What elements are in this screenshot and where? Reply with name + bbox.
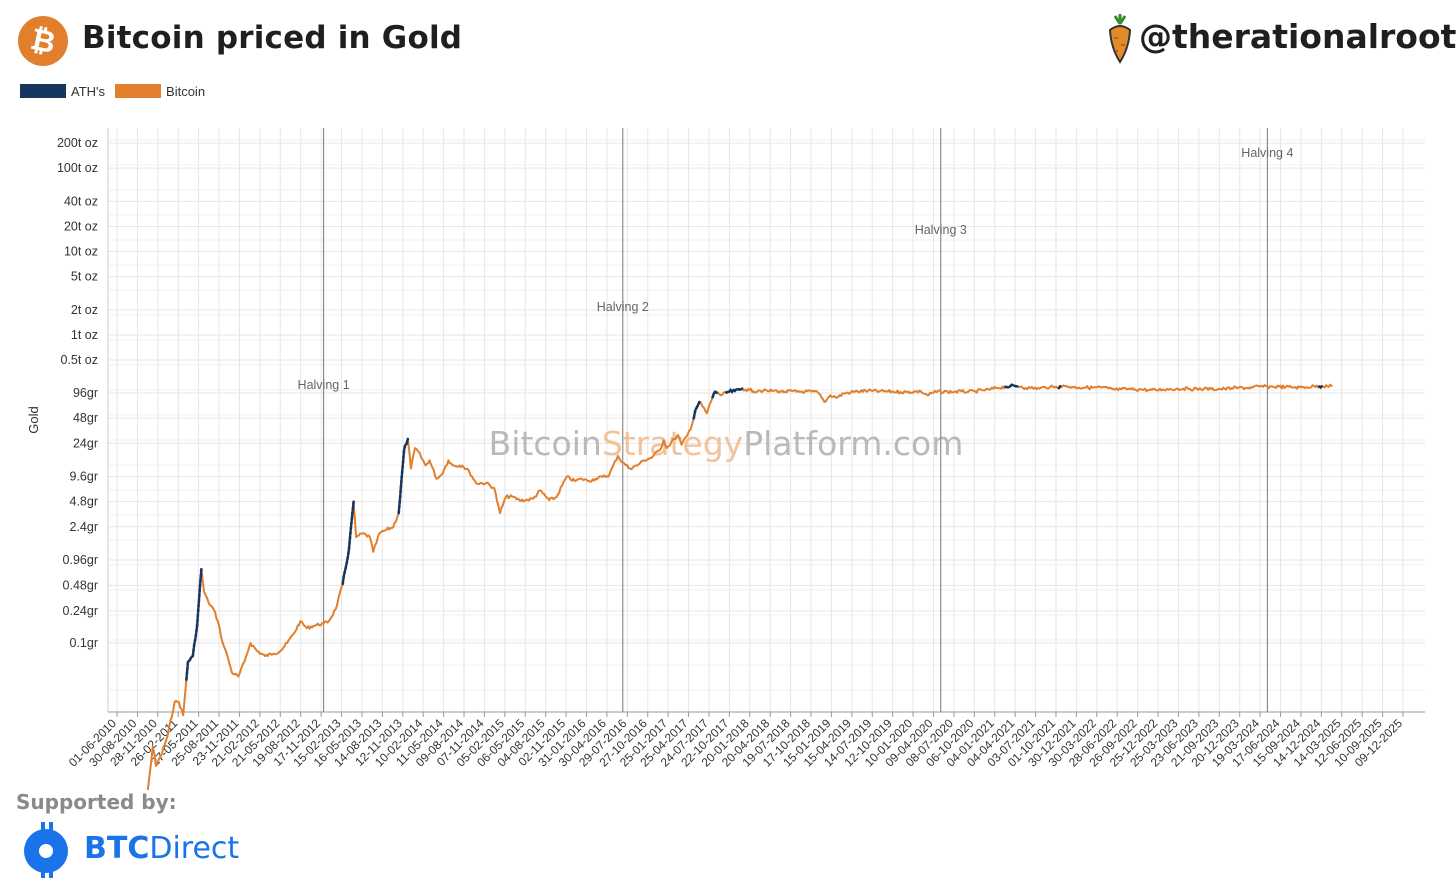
y-tick-label: 9.6gr xyxy=(70,470,99,484)
legend-swatch-bitcoin xyxy=(115,84,162,98)
y-tick-label: 40t oz xyxy=(64,194,98,208)
y-tick-label: 0.24gr xyxy=(63,604,98,618)
y-tick-label: 200t oz xyxy=(57,136,98,150)
author-handle[interactable]: @therationalroot xyxy=(1139,17,1456,56)
y-tick-label: 1t oz xyxy=(71,328,98,342)
bitcoin-gold-chart: 200t oz 100t oz 40t oz 20t oz 10t oz 5t oz 2t … xyxy=(26,128,1425,790)
bitcoin-logo-icon: ₿ xyxy=(18,16,68,66)
y-tick-label: 5t oz xyxy=(71,270,98,284)
legend-swatch-ath xyxy=(20,84,66,98)
halving-label: Halving 2 xyxy=(597,300,649,314)
y-tick-label: 0.5t oz xyxy=(60,353,98,367)
supported-by-label: Supported by: xyxy=(16,790,177,814)
chart-legend: ATH's Bitcoin xyxy=(20,82,215,100)
y-tick-label: 24gr xyxy=(73,436,98,450)
watermark-part: Strategy xyxy=(602,424,743,463)
sponsor-name-part1: BTC xyxy=(84,831,150,866)
y-tick-label: 4.8gr xyxy=(70,495,99,509)
watermark: BitcoinStrategyPlatform.com xyxy=(489,424,964,463)
halving-label: Halving 4 xyxy=(1241,146,1293,160)
plot-area xyxy=(108,128,1425,712)
halving-label: Halving 1 xyxy=(298,378,350,392)
y-tick-label: 0.48gr xyxy=(63,578,98,592)
sponsor-name-part2: Direct xyxy=(149,831,240,866)
y-tick-label: 96gr xyxy=(73,386,98,400)
chart-header: ₿ Bitcoin priced in Gold @therationalroo… xyxy=(0,0,1456,80)
ath-segment xyxy=(1057,384,1062,390)
btc-direct-logo-icon xyxy=(24,822,68,878)
y-tick-label: 48gr xyxy=(73,411,98,425)
ath-segment xyxy=(725,387,744,394)
btc-direct-wordmark[interactable]: BTCDirect xyxy=(84,831,239,866)
y-tick-label: 10t oz xyxy=(64,245,98,259)
y-tick-label: 0.96gr xyxy=(63,553,98,567)
ath-segment xyxy=(341,500,355,586)
ath-segment xyxy=(185,567,203,681)
ath-segment xyxy=(397,437,410,515)
ath-segment xyxy=(692,400,701,420)
ath-segment xyxy=(1004,383,1019,389)
y-axis-title: Gold xyxy=(26,406,41,433)
y-tick-label: 100t oz xyxy=(57,161,98,175)
carrot-icon xyxy=(1108,14,1132,64)
watermark-part: Platform.com xyxy=(743,424,963,463)
ath-segment xyxy=(711,390,720,399)
ath-segment xyxy=(1318,384,1324,390)
halving-label: Halving 3 xyxy=(915,223,967,237)
legend-label-ath: ATH's xyxy=(71,83,106,99)
y-tick-label: 20t oz xyxy=(64,219,98,233)
y-tick-label: 2t oz xyxy=(71,303,98,317)
y-tick-label: 0.1gr xyxy=(70,636,99,650)
x-axis: 01-06-201030-08-201028-11-201026-02-2011… xyxy=(66,128,1425,770)
chart-title: Bitcoin priced in Gold xyxy=(82,20,463,56)
y-tick-label: 2.4gr xyxy=(70,520,99,534)
legend-label-bitcoin: Bitcoin xyxy=(166,83,206,99)
watermark-part: Bitcoin xyxy=(489,424,602,463)
y-axis: 200t oz 100t oz 40t oz 20t oz 10t oz 5t oz 2t … xyxy=(57,136,1425,691)
